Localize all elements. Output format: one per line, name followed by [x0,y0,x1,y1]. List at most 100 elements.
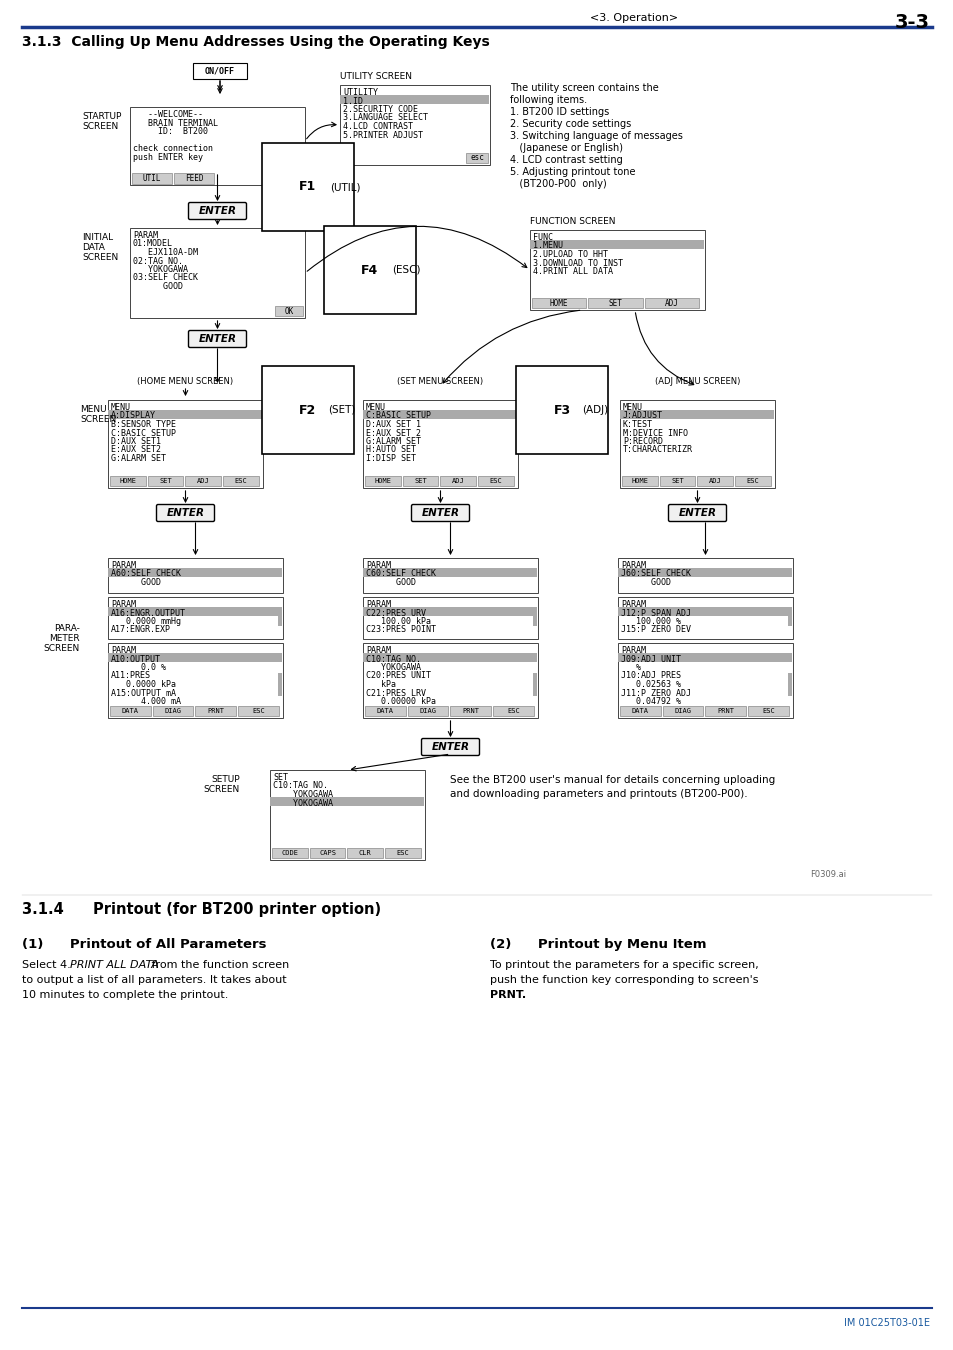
Text: F0309.ai: F0309.ai [809,869,845,879]
Bar [130,107,305,185]
Text: The utility screen contains the: The utility screen contains the [510,82,659,93]
Text: 10 minutes to complete the printout.: 10 minutes to complete the printout. [22,990,228,1000]
Text: 1.ID: 1.ID [343,96,363,105]
Text: J10:ADJ PRES: J10:ADJ PRES [620,671,680,680]
Text: SCREEN: SCREEN [82,122,118,131]
Text: DATA: DATA [631,707,648,714]
Text: DATA: DATA [82,243,105,252]
Bar [109,653,282,662]
Text: A17:ENGR.EXP: A17:ENGR.EXP [111,625,171,634]
Text: ENTER: ENTER [167,508,204,518]
FancyBboxPatch shape [189,331,246,347]
Text: 4.000 mA: 4.000 mA [111,697,181,706]
Text: G:ALARM SET: G:ALARM SET [366,437,420,446]
Text: A11:PRES: A11:PRES [111,671,151,680]
Bar [108,558,283,593]
Bar [108,400,263,487]
Text: 0.02563 %: 0.02563 % [620,680,680,688]
Text: (2)  Printout by Menu Item: (2) Printout by Menu Item [490,938,706,950]
Bar [787,674,791,695]
Text: 4. LCD contrast setting: 4. LCD contrast setting [510,155,622,165]
Text: YOKOGAWA: YOKOGAWA [273,798,333,807]
Bar [530,240,703,248]
Text: C21:PRES LRV: C21:PRES LRV [366,688,426,698]
Text: 0.0 %: 0.0 % [111,663,166,672]
Bar [618,608,792,616]
Text: A15:OUTPUT mA: A15:OUTPUT mA [111,688,175,698]
Text: (ADJ): (ADJ) [581,405,607,414]
Bar [450,706,491,716]
Text: UTIL: UTIL [143,174,161,184]
Bar [363,653,537,662]
Text: HOME: HOME [549,298,568,308]
Bar [644,298,699,308]
Bar [132,173,172,184]
Bar [363,558,537,593]
Text: (ADJ MENU SCREEN): (ADJ MENU SCREEN) [654,377,740,386]
Text: ADJ: ADJ [708,478,721,485]
Text: P:RECORD: P:RECORD [622,437,662,446]
Bar [618,558,792,593]
Bar [108,597,283,639]
Text: J15:P ZERO DEV: J15:P ZERO DEV [620,625,690,634]
Text: ON/OFF: ON/OFF [205,66,234,76]
Text: ENTER: ENTER [678,508,716,518]
Bar [363,568,537,576]
Text: ESC: ESC [396,850,409,856]
Text: D:AUX SET1: D:AUX SET1 [111,437,161,446]
Text: ESC: ESC [507,707,519,714]
Bar [533,614,537,626]
Text: D:AUX SET 1: D:AUX SET 1 [366,420,420,429]
Text: CODE: CODE [281,850,298,856]
Text: 2. Security code settings: 2. Security code settings [510,119,631,130]
Text: 3.1.4  Printout (for BT200 printer option): 3.1.4 Printout (for BT200 printer option… [22,902,381,917]
Text: PARAM: PARAM [620,647,645,655]
Text: ESC: ESC [746,478,759,485]
Text: GOOD: GOOD [620,578,670,587]
Text: ENTER: ENTER [421,508,459,518]
Bar [618,597,792,639]
Text: J:ADJUST: J:ADJUST [622,412,662,420]
Text: esc: esc [470,154,483,162]
Text: push ENTER key: push ENTER key [132,153,203,162]
Text: 4.PRINT ALL DATA: 4.PRINT ALL DATA [533,267,613,275]
Text: ESC: ESC [234,478,247,485]
Text: PARAM: PARAM [620,562,645,570]
Text: (SET): (SET) [328,405,355,414]
Text: 5.PRINTER ADJUST: 5.PRINTER ADJUST [343,131,422,139]
Bar [277,674,282,695]
Text: ID:  BT200: ID: BT200 [132,127,208,136]
Bar [339,85,490,165]
Text: G:ALARM SET: G:ALARM SET [111,454,166,463]
Bar [477,477,514,486]
Text: BRAIN TERMINAL: BRAIN TERMINAL [132,119,218,127]
Text: (HOME MENU SCREEN): (HOME MENU SCREEN) [137,377,233,386]
Text: UTILITY: UTILITY [343,88,377,97]
FancyBboxPatch shape [189,202,246,220]
Text: PARAM: PARAM [366,647,391,655]
Bar [787,614,791,626]
Text: INITIAL: INITIAL [82,234,113,242]
Text: C:BASIC SETUP: C:BASIC SETUP [111,428,175,437]
Text: 0.0000 kPa: 0.0000 kPa [111,680,175,688]
Text: Select 4.: Select 4. [22,960,74,971]
Text: (1)  Printout of All Parameters: (1) Printout of All Parameters [22,938,266,950]
Text: M:DEVICE INFO: M:DEVICE INFO [622,428,687,437]
Text: PARAM: PARAM [111,562,136,570]
Bar [365,706,405,716]
Text: PRNT: PRNT [717,707,734,714]
Text: 4.LCD CONTRAST: 4.LCD CONTRAST [343,122,413,131]
Text: T:CHARACTERIZR: T:CHARACTERIZR [622,446,692,455]
Text: STARTUP: STARTUP [82,112,121,122]
Text: METER: METER [50,634,80,643]
Bar [705,706,745,716]
Text: F2: F2 [299,404,316,417]
Text: FUNCTION SCREEN: FUNCTION SCREEN [530,217,615,225]
Text: ENTER: ENTER [198,207,236,216]
Bar [223,477,258,486]
Text: 5. Adjusting printout tone: 5. Adjusting printout tone [510,167,635,177]
Text: See the BT200 user's manual for details concerning uploading: See the BT200 user's manual for details … [450,775,775,784]
Text: YOKOGAWA: YOKOGAWA [132,265,188,274]
Text: C60:SELF CHECK: C60:SELF CHECK [366,570,436,579]
Text: ENTER: ENTER [198,333,236,344]
